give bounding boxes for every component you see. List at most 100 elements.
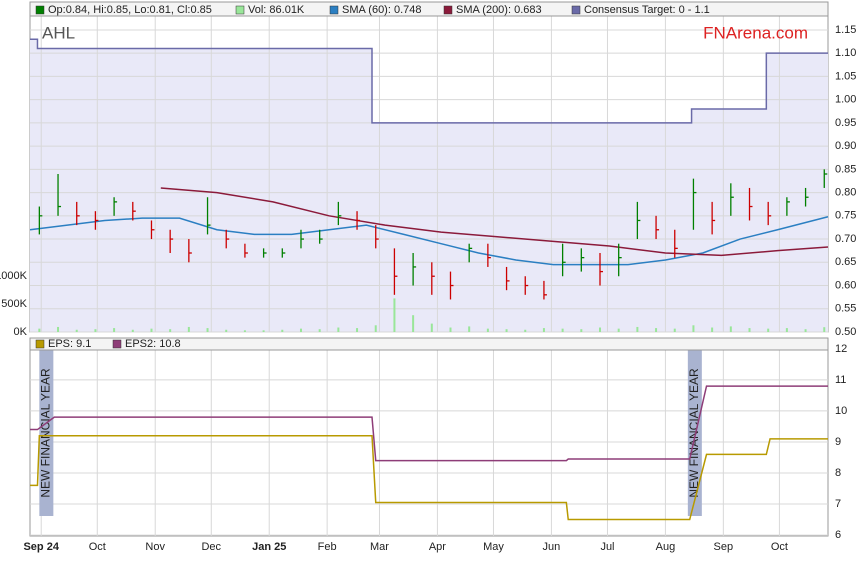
- y-tick-label: 0.95: [835, 117, 856, 129]
- volume-bar: [38, 328, 41, 332]
- legend-entry: EPS: 9.1: [48, 338, 91, 350]
- x-tick-label: Feb: [318, 541, 337, 553]
- legend-swatch: [112, 339, 122, 349]
- legend-entry: Vol: 86.01K: [248, 4, 305, 16]
- y-tick-label: 0.60: [835, 279, 856, 291]
- x-tick-label: Dec: [201, 541, 221, 553]
- x-tick-label: Jul: [600, 541, 614, 553]
- y-tick-label: 0.70: [835, 233, 856, 245]
- legend-swatch: [443, 5, 453, 15]
- x-tick-label: Oct: [89, 541, 106, 553]
- panel: [29, 337, 829, 537]
- volume-bar: [748, 328, 751, 332]
- volume-bar: [94, 329, 97, 332]
- volume-bar: [150, 328, 153, 332]
- x-tick-label: Jun: [543, 541, 561, 553]
- target-area: [30, 39, 828, 333]
- line: [29, 216, 829, 266]
- y-tick-label: 6: [835, 529, 841, 541]
- line: [160, 187, 829, 257]
- volume-bar: [617, 328, 620, 332]
- legend-entry: Op:0.84, Hi:0.85, Lo:0.81, Cl:0.85: [48, 4, 212, 16]
- x-tick-label: May: [483, 541, 504, 553]
- legend-swatch: [35, 339, 45, 349]
- volume-bar: [468, 326, 471, 332]
- legend-bar: [29, 337, 829, 351]
- volume-bar: [225, 329, 228, 332]
- vol-tick-label: 500K: [1, 298, 27, 310]
- y-tick-label: 9: [835, 436, 841, 448]
- volume-bar: [393, 298, 396, 332]
- volume-bar: [524, 329, 527, 332]
- volume-bar: [318, 329, 321, 332]
- volume-bar: [412, 315, 415, 332]
- volume-bar: [542, 328, 545, 332]
- chart-title: AHL: [42, 23, 75, 42]
- y-tick-label: 1.15: [835, 24, 856, 36]
- volume-bar: [131, 329, 134, 332]
- x-tick-label: Mar: [370, 541, 389, 553]
- volume-bar: [599, 327, 601, 332]
- fy-band: [39, 350, 54, 516]
- line: [30, 38, 828, 124]
- volume-bar: [75, 329, 78, 332]
- volume-bar: [374, 325, 377, 332]
- legend-swatch: [571, 5, 581, 15]
- volume-bar: [729, 326, 732, 332]
- x-tick-label: Sep: [714, 541, 734, 553]
- y-tick-label: 1.05: [835, 70, 856, 82]
- volume-bar: [561, 328, 564, 332]
- legend-entry: EPS2: 10.8: [125, 338, 181, 350]
- volume-bar: [785, 328, 788, 332]
- x-tick-label: Sep 24: [23, 541, 59, 553]
- volume-bar: [711, 327, 714, 332]
- volume-bar: [486, 328, 489, 332]
- volume-bar: [57, 326, 60, 332]
- y-tick-label: 7: [835, 498, 841, 510]
- line: [30, 435, 828, 521]
- y-tick-label: 12: [835, 343, 847, 355]
- legend-bar: [29, 1, 829, 17]
- legend-swatch: [329, 5, 339, 15]
- y-tick-label: 0.80: [835, 186, 856, 198]
- volume-bar: [356, 328, 359, 332]
- fy-label: NEW FINANCIAL YEAR: [39, 368, 53, 498]
- watermark: FNArena.com: [703, 23, 808, 42]
- vol-tick-label: 0K: [14, 326, 28, 338]
- x-tick-label: Apr: [429, 541, 446, 553]
- volume-bar: [206, 328, 209, 332]
- fy-band: [687, 350, 702, 516]
- volume-bar: [113, 328, 116, 332]
- volume-bar: [692, 325, 695, 332]
- vol-tick-label: 1000K: [0, 270, 28, 282]
- volume-bar: [169, 329, 172, 332]
- fy-label: NEW FINANCIAL YEAR: [687, 368, 701, 498]
- y-tick-label: 0.85: [835, 163, 856, 175]
- volume-bar: [636, 326, 639, 332]
- volume-bar: [673, 328, 676, 332]
- y-tick-label: 8: [835, 467, 841, 479]
- volume-bar: [767, 328, 770, 332]
- y-tick-label: 0.90: [835, 140, 856, 152]
- legend-entry: SMA (200): 0.683: [456, 4, 542, 16]
- y-tick-label: 1.00: [835, 94, 856, 106]
- x-tick-label: Jan 25: [252, 541, 286, 553]
- y-tick-label: 11: [835, 374, 846, 386]
- legend-entry: Consensus Target: 0 - 1.1: [584, 4, 710, 16]
- volume-bar: [580, 329, 583, 332]
- legend-swatch: [35, 5, 45, 15]
- volume-bar: [187, 326, 190, 332]
- volume-bar: [655, 328, 658, 332]
- y-tick-label: 10: [835, 405, 847, 417]
- y-tick-label: 0.75: [835, 210, 856, 222]
- x-tick-label: Aug: [656, 541, 676, 553]
- volume-bar: [337, 327, 340, 332]
- volume-bar: [243, 330, 246, 332]
- volume-bar: [262, 330, 265, 332]
- volume-bar: [804, 329, 807, 332]
- volume-bar: [430, 323, 433, 332]
- x-tick-label: Nov: [145, 541, 165, 553]
- volume-bar: [505, 329, 508, 332]
